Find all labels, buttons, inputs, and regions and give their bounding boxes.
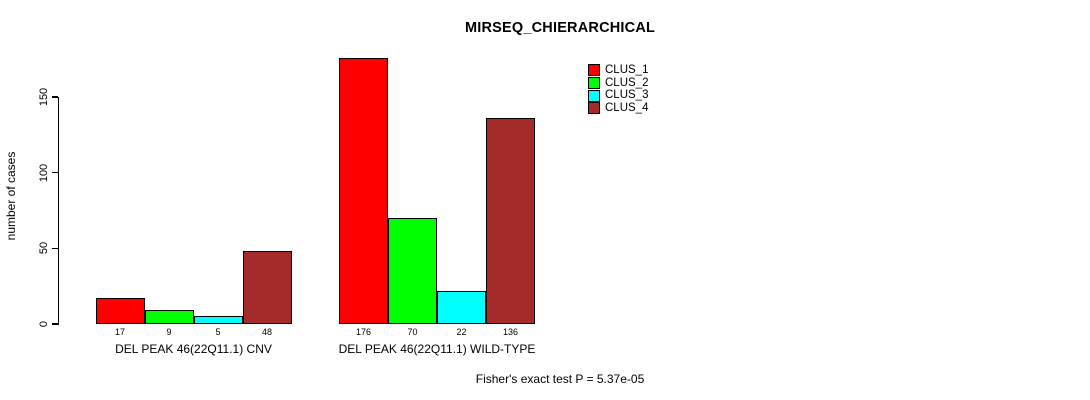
- y-axis-tick: [52, 323, 58, 325]
- y-axis-tick-label: 50: [37, 242, 50, 255]
- legend-swatch-icon: [588, 77, 600, 90]
- legend-swatch-icon: [588, 102, 600, 115]
- bar-clus-4: [486, 118, 535, 324]
- x-category-label: DEL PEAK 46(22Q11.1) WILD-TYPE: [338, 342, 536, 356]
- bar-value-label: 9: [166, 327, 172, 337]
- y-axis-line: [57, 96, 59, 325]
- legend-item: CLUS_2: [588, 77, 648, 90]
- bar-value-label: 17: [114, 327, 125, 337]
- bar-value-label: 48: [261, 327, 272, 337]
- bar-clus-1: [95, 298, 145, 324]
- bar-clus-3: [437, 290, 486, 324]
- legend-item-label: CLUS_2: [605, 76, 649, 89]
- bar-value-label: 5: [215, 327, 221, 337]
- legend-item-label: CLUS_4: [605, 101, 649, 114]
- chart-title: MIRSEQ_CHIERARCHICAL: [464, 20, 656, 36]
- bar-clus-3: [193, 316, 243, 324]
- bar-clus-4: [242, 251, 292, 324]
- legend-item: CLUS_3: [588, 89, 648, 102]
- bar-clus-1: [339, 57, 388, 324]
- legend-item-label: CLUS_3: [605, 89, 649, 102]
- bar-value-label: 176: [355, 327, 372, 337]
- y-axis-tick: [52, 247, 58, 250]
- y-axis-label: number of cases: [4, 151, 18, 241]
- legend-swatch-icon: [588, 64, 600, 77]
- bar-clus-2: [144, 310, 194, 324]
- bar-value-label: 22: [456, 327, 467, 337]
- bar-value-label: 70: [407, 327, 418, 337]
- legend-swatch-icon: [588, 89, 600, 102]
- y-axis-tick-label: 0: [37, 320, 50, 328]
- legend-item: CLUS_4: [588, 102, 648, 115]
- bar-clus-2: [388, 218, 437, 324]
- legend-item: CLUS_1: [588, 64, 648, 77]
- y-axis-tick-label: 100: [37, 163, 50, 182]
- legend: CLUS_1 CLUS_2 CLUS_3 CLUS_4: [588, 64, 648, 115]
- y-axis-tick-label: 150: [37, 87, 50, 107]
- fisher-test-annotation: Fisher's exact test P = 5.37e-05: [475, 372, 645, 386]
- legend-item-label: CLUS_1: [605, 63, 649, 76]
- bar-value-label: 136: [502, 327, 519, 337]
- x-category-label: DEL PEAK 46(22Q11.1) CNV: [115, 342, 272, 356]
- y-axis-tick: [52, 171, 58, 174]
- y-axis-tick: [52, 96, 58, 98]
